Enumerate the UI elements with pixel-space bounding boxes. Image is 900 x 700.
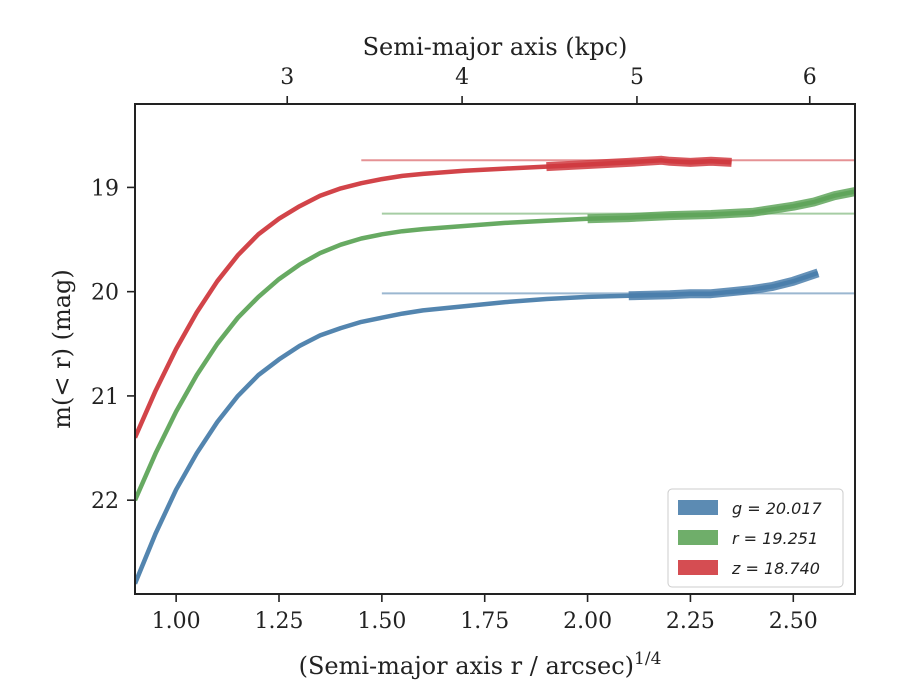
series-band-r xyxy=(587,187,855,224)
x-tick-label: 1.75 xyxy=(460,609,509,634)
top-axis-title: Semi-major axis (kpc) xyxy=(363,33,628,61)
y-tick-label: 19 xyxy=(91,176,119,201)
legend-swatch-z xyxy=(678,560,718,575)
y-tick-label: 21 xyxy=(91,385,119,410)
legend: g = 20.017 r = 19.251 z = 18.740 xyxy=(667,488,844,588)
y-tick-label: 20 xyxy=(91,281,119,306)
legend-swatch-r xyxy=(678,530,718,545)
top-tick-label: 5 xyxy=(630,65,644,90)
y-tick-label: 22 xyxy=(91,489,119,514)
x-tick-label: 2.00 xyxy=(563,609,612,634)
top-tick-label: 6 xyxy=(803,65,817,90)
x-tick-label: 1.00 xyxy=(152,609,201,634)
legend-label-g: g = 20.017 xyxy=(732,499,823,518)
top-tick-label: 3 xyxy=(280,65,294,90)
x-axis-title: (Semi-major axis r / arcsec)1/4 xyxy=(299,649,662,680)
series-band-z xyxy=(546,155,732,172)
top-tick-label: 4 xyxy=(455,65,469,90)
x-tick-label: 2.50 xyxy=(769,609,818,634)
x-tick-label: 1.50 xyxy=(357,609,406,634)
x-tick-label: 2.25 xyxy=(666,609,715,634)
legend-label-r: r = 19.251 xyxy=(732,529,818,548)
legend-label-z: z = 18.740 xyxy=(731,559,820,578)
series-line-r xyxy=(135,189,855,502)
series-band-g xyxy=(628,268,820,301)
plot-frame xyxy=(134,103,856,595)
legend-swatch-g xyxy=(678,500,718,515)
y-axis-title: m(< r) (mag) xyxy=(48,269,76,428)
x-tick-label: 1.25 xyxy=(255,609,304,634)
